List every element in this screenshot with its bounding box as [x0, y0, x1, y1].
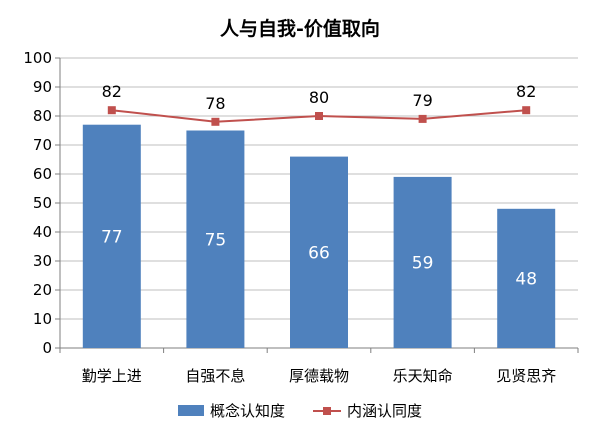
line-point: [315, 112, 323, 120]
line-data-label: 80: [309, 88, 329, 107]
line-data-label: 78: [205, 94, 225, 113]
bar: [186, 130, 245, 348]
bar: [393, 176, 452, 348]
x-tick-label: 乐天知命: [393, 367, 453, 385]
y-tick-label: 40: [33, 223, 52, 241]
bar: [82, 124, 141, 348]
y-tick-label: 90: [33, 78, 52, 96]
line-point: [107, 106, 116, 115]
legend: 概念认知度 内涵认同度: [0, 400, 600, 421]
line-data-label: 79: [412, 91, 432, 110]
line-data-label: 82: [516, 82, 536, 101]
y-tick-label: 70: [33, 136, 52, 154]
y-tick-label: 80: [33, 107, 52, 125]
x-tick-label: 勤学上进: [82, 367, 142, 385]
line-point: [211, 117, 220, 126]
legend-item-bar: 概念认知度: [177, 400, 285, 421]
bar-data-label: 66: [308, 243, 330, 263]
legend-line-label: 内涵认同度: [347, 402, 423, 420]
y-tick-label: 20: [33, 281, 52, 299]
bar-data-label: 48: [515, 269, 537, 289]
y-tick-label: 60: [33, 165, 52, 183]
y-tick-label: 30: [33, 252, 52, 270]
legend-item-line: 内涵认同度: [313, 400, 422, 421]
bar-data-label: 75: [205, 230, 227, 250]
x-tick-label: 自强不息: [185, 367, 245, 385]
bar: [290, 156, 348, 348]
legend-line-swatch: [313, 405, 341, 417]
line-data-label: 82: [102, 82, 122, 101]
y-tick-label: 50: [33, 194, 52, 212]
bar-data-label: 59: [412, 253, 434, 273]
legend-bar-label: 概念认知度: [209, 402, 285, 420]
line-point: [418, 114, 427, 123]
y-tick-label: 100: [23, 49, 52, 67]
y-tick-label: 0: [42, 339, 52, 357]
legend-bar-swatch: [177, 405, 204, 416]
bar: [497, 208, 556, 348]
line-point: [522, 106, 531, 115]
chart-title: 人与自我-价值取向: [220, 18, 380, 40]
x-tick-label: 厚德载物: [289, 367, 349, 385]
x-tick-label: 见贤思齐: [496, 367, 556, 385]
bar-data-label: 77: [101, 227, 123, 247]
y-tick-label: 10: [33, 310, 52, 328]
